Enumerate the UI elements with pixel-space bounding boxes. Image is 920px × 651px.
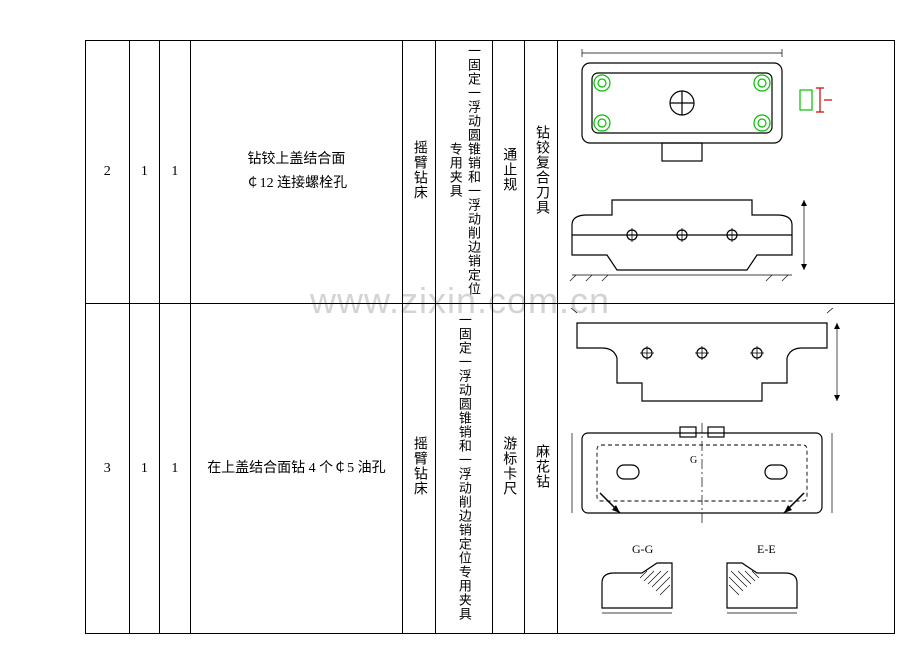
fixture-label: 一固定一浮动圆锥销和一浮动削边销定位专用夹具 [455, 313, 473, 621]
tool-label: 钻铰复合刀具 [531, 125, 551, 215]
gauge-label: 游标卡尺 [499, 436, 519, 496]
cell-machine: 摇臂钻床 [403, 304, 436, 634]
cell-gauge: 通止规 [492, 41, 525, 304]
technical-drawing-row3: G G- [562, 308, 890, 629]
cell-b: 1 [160, 41, 191, 304]
machine-label: 摇臂钻床 [409, 436, 429, 496]
cell-drawing [558, 41, 895, 304]
cell-seq: 2 [86, 41, 130, 304]
table-row: 3 1 1 在上盖结合面钻 4 个￠5 油孔 摇臂钻床 一固定一浮动圆锥销和一浮… [86, 304, 895, 634]
technical-drawing-row2 [562, 45, 890, 299]
svg-text:G: G [690, 455, 697, 466]
cell-description: 在上盖结合面钻 4 个￠5 油孔 [190, 304, 403, 634]
desc-line: ￠12 连接螺栓孔 [192, 172, 402, 196]
section-label-left: G-G [632, 542, 654, 556]
cell-a: 1 [129, 304, 160, 634]
cell-a: 1 [129, 41, 160, 304]
cell-b: 1 [160, 304, 191, 634]
fixture-label: 一固定一浮动圆锥销和一浮动削边销定位专用夹具 [446, 42, 482, 298]
page: www.zixin.com.cn 2 1 1 钻铰上盖结合面 ￠12 连接螺栓孔… [0, 0, 920, 651]
section-label-right: E-E [757, 542, 776, 556]
cell-gauge: 游标卡尺 [492, 304, 525, 634]
machine-label: 摇臂钻床 [409, 140, 429, 200]
table-row: 2 1 1 钻铰上盖结合面 ￠12 连接螺栓孔 摇臂钻床 一固定一浮动圆锥销和一… [86, 41, 895, 304]
cell-fixture: 一固定一浮动圆锥销和一浮动削边销定位专用夹具 [435, 41, 492, 304]
cell-description: 钻铰上盖结合面 ￠12 连接螺栓孔 [190, 41, 403, 304]
gauge-label: 通止规 [499, 147, 519, 192]
cell-fixture: 一固定一浮动圆锥销和一浮动削边销定位专用夹具 [435, 304, 492, 634]
cell-drawing: G G- [558, 304, 895, 634]
desc-line: 钻铰上盖结合面 [192, 148, 402, 172]
tool-label: 麻花钻 [531, 444, 551, 489]
cell-tool: 钻铰复合刀具 [525, 41, 558, 304]
desc-line: 在上盖结合面钻 4 个￠5 油孔 [192, 457, 402, 481]
process-table: 2 1 1 钻铰上盖结合面 ￠12 连接螺栓孔 摇臂钻床 一固定一浮动圆锥销和一… [85, 40, 895, 634]
cell-machine: 摇臂钻床 [403, 41, 436, 304]
cell-seq: 3 [86, 304, 130, 634]
cell-tool: 麻花钻 [525, 304, 558, 634]
